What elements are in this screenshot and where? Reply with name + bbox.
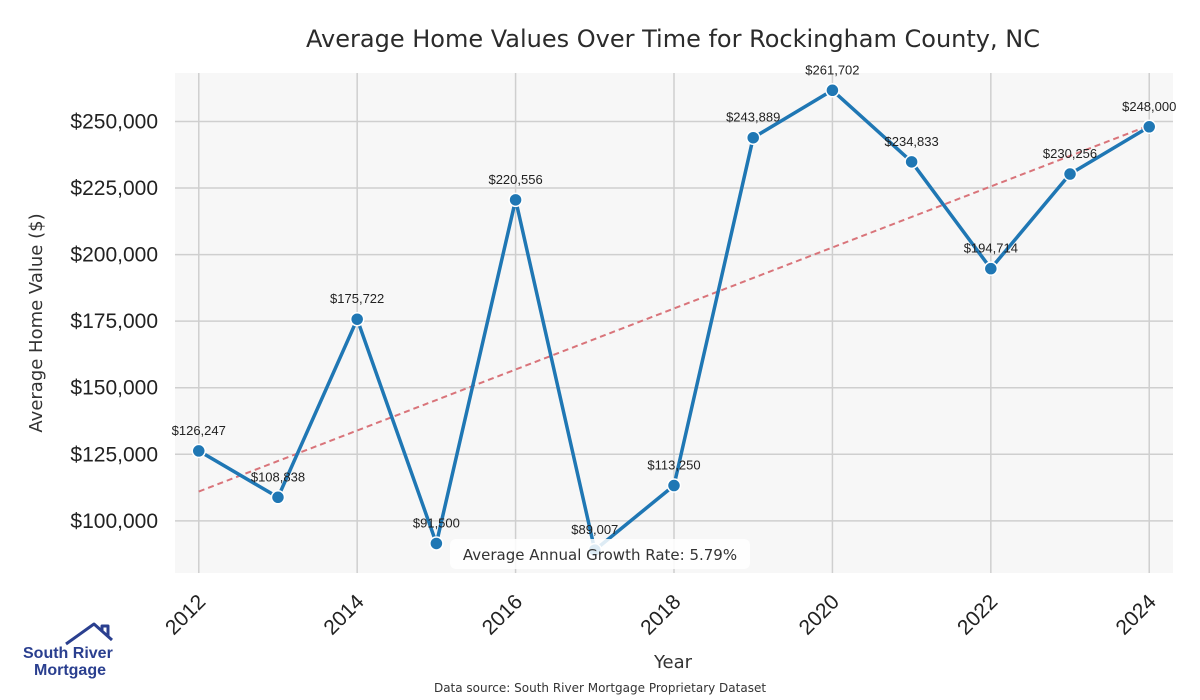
data-label: $234,833 [885,134,939,149]
data-label: $89,007 [571,522,618,537]
data-point [508,192,523,208]
data-point [745,130,761,145]
y-tick-label: $150,000 [70,377,158,400]
data-point [825,83,840,98]
data-point [983,261,999,276]
data-labels: $126,247 $108,838 $175,722 $91,500 $220,556 $… [172,62,1177,537]
y-tick-label: $200,000 [70,244,158,267]
data-points [191,83,1157,558]
data-point [666,478,682,493]
data-label: $126,247 [172,423,226,438]
y-tick-label: $100,000 [70,510,158,533]
x-tick-label: 2024 [1111,590,1161,640]
y-axis-label: Average Home Value ($) [26,213,47,432]
chart-title: Average Home Values Over Time for Rockin… [306,25,1040,53]
data-label: $220,556 [488,172,542,187]
data-point [904,154,919,170]
data-label: $243,889 [726,110,780,125]
y-axis-ticks: $100,000 $125,000 $150,000 $175,000 $200,000… [70,110,158,532]
data-label: $194,714 [964,241,1018,256]
data-source: Data source: South River Mortgage Propri… [434,681,766,695]
x-axis-ticks: 2012 2014 2016 2018 2020 2022 2024 [161,590,1161,640]
growth-rate-text: Average Annual Growth Rate: 5.79% [463,546,737,564]
data-label: $91,500 [413,515,460,530]
data-point [191,443,207,459]
y-tick-label: $125,000 [70,443,158,466]
data-point [349,311,365,327]
y-tick-label: $250,000 [70,110,158,133]
y-tick-label: $175,000 [70,310,158,333]
data-point [1062,166,1078,182]
logo-line-1: South River [23,645,113,662]
data-label: $261,702 [805,62,859,77]
x-axis-label: Year [653,652,693,673]
x-tick-label: 2022 [953,590,1002,639]
data-label: $113,250 [647,458,700,473]
data-label: $230,256 [1043,146,1097,161]
x-tick-label: 2016 [478,590,527,639]
y-tick-label: $225,000 [70,177,158,200]
growth-annotation: Average Annual Growth Rate: 5.79% [450,539,750,569]
data-point [270,490,286,505]
x-tick-label: 2014 [319,590,369,640]
data-label: $108,838 [251,469,305,484]
data-point [429,536,444,551]
data-point [1141,119,1157,135]
data-label: $248,000 [1122,99,1176,114]
company-logo: South River Mortgage [23,622,113,679]
x-tick-label: 2020 [795,590,844,639]
x-tick-label: 2012 [161,590,210,639]
x-tick-label: 2018 [636,590,685,639]
house-icon [65,622,113,646]
data-label: $175,722 [330,291,384,306]
logo-line-2: Mortgage [34,662,106,679]
